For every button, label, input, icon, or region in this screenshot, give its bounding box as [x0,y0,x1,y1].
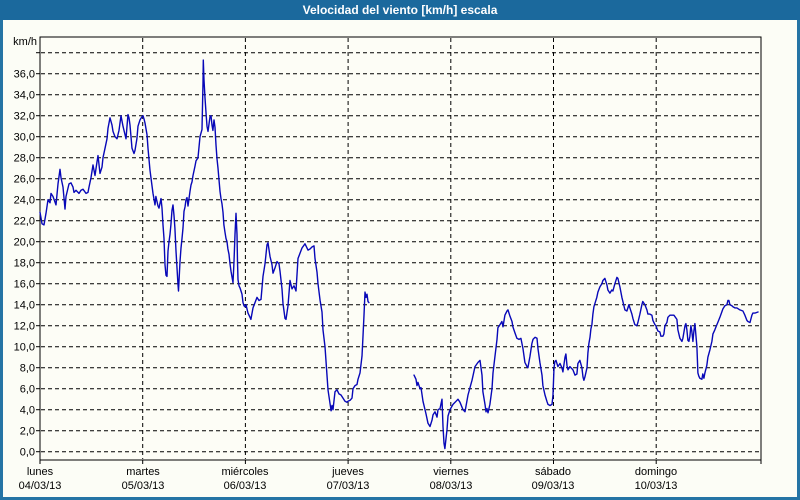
y-tick-label: 32,0 [14,111,35,123]
x-axis-day-label: viernes 08/03/13 [406,465,496,493]
x-axis-day-date: 04/03/13 [18,480,62,492]
y-tick-label: 22,0 [14,216,35,228]
x-axis-day-label: miércoles 06/03/13 [200,465,290,493]
y-tick-label: 26,0 [14,174,35,186]
y-tick-label: 12,0 [14,321,35,333]
x-axis-day-date: 10/03/13 [634,480,678,492]
x-axis-day-name: martes [126,466,160,478]
y-tick-label: 2,0 [20,426,35,438]
y-tick-label: 4,0 [20,405,35,417]
wind-speed-line [413,276,759,450]
y-tick-label: 18,0 [14,258,35,270]
y-tick-label: 20,0 [14,237,35,249]
x-axis-day-label: lunes 04/03/13 [0,465,85,493]
title-bar: Velocidad del viento [km/h] escala [0,0,800,20]
x-axis-day-name: lunes [26,466,54,478]
y-tick-label: 16,0 [14,279,35,291]
y-tick-label: 28,0 [14,153,35,165]
x-axis-labels: lunes 04/03/13 martes 05/03/13 miércoles 06… [0,465,800,495]
y-tick-label: 24,0 [14,195,35,207]
y-tick-label: 0,0 [20,447,35,459]
x-axis-day-date: 07/03/13 [326,480,370,492]
x-axis-day-date: 05/03/13 [121,480,165,492]
x-axis-day-label: sábado 09/03/13 [508,465,598,493]
wind-speed-line [39,59,370,412]
x-axis-day-name: viernes [433,466,469,478]
x-axis-day-name: miércoles [221,466,269,478]
x-axis-day-name: jueves [332,466,364,478]
x-axis-day-label: jueves 07/03/13 [303,465,393,493]
x-axis-day-date: 06/03/13 [223,480,267,492]
y-tick-label: 10,0 [14,342,35,354]
x-axis-day-name: sábado [534,466,572,478]
y-tick-label: 34,0 [14,90,35,102]
x-axis-day-name: domingo [634,466,678,478]
x-axis-day-label: martes 05/03/13 [98,465,188,493]
y-tick-label: 30,0 [14,132,35,144]
x-axis-day-date: 09/03/13 [531,480,575,492]
chart-title: Velocidad del viento [km/h] escala [302,3,498,17]
x-axis-day-label: domingo 10/03/13 [611,465,701,493]
y-tick-label: 6,0 [20,384,35,396]
y-tick-label: 36,0 [14,69,35,81]
y-tick-label: 8,0 [20,363,35,375]
plot-area [39,36,762,461]
x-axis-day-date: 08/03/13 [429,480,473,492]
y-tick-label: 14,0 [14,300,35,312]
y-axis-unit-label: km/h [13,36,37,48]
